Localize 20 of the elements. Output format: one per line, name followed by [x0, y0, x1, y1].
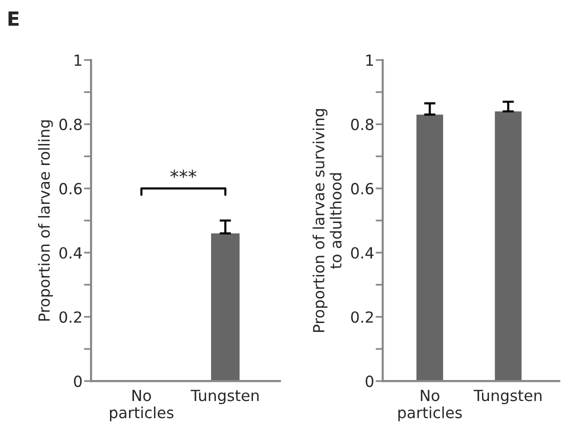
x-tick-label: Tungsten — [474, 390, 542, 404]
x-tick-label: Tungsten — [190, 390, 259, 404]
y-tick-label: 0.2 — [351, 311, 373, 323]
x-tick-label: No particles — [110, 390, 174, 422]
y-tick-label: 0 — [74, 376, 82, 388]
y-tick-label: 0.4 — [351, 247, 374, 259]
y-tick-label: 0.2 — [59, 311, 82, 323]
y-tick-label: 0 — [366, 376, 374, 388]
y-axis-title: Proportion of larvae rolling — [38, 120, 53, 321]
y-axis-title: Proportion of larvae surviving to adulthood — [312, 109, 342, 332]
y-tick-label: 0.4 — [59, 247, 82, 259]
annotation: *** — [170, 170, 196, 178]
y-tick-label: 0.6 — [351, 182, 374, 194]
y-tick-label: 0.8 — [351, 118, 374, 130]
y-tick-label: 1 — [74, 54, 82, 66]
y-tick-label: 0.8 — [59, 118, 82, 130]
y-tick-label: 1 — [366, 54, 373, 66]
y-tick-label: 0.6 — [59, 182, 82, 194]
x-tick-label: No particles — [398, 390, 462, 422]
text: E — [8, 12, 19, 26]
